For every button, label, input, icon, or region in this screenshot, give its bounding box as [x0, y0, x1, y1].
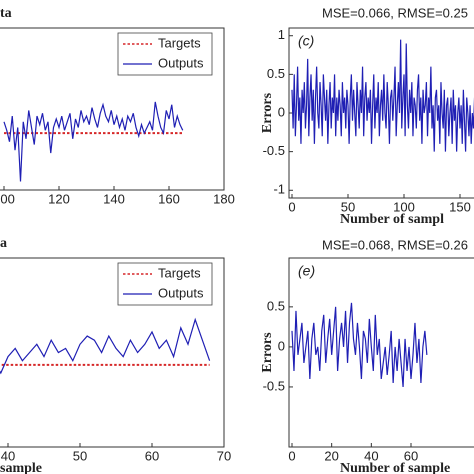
x-tick-label: 100 — [393, 199, 415, 214]
x-axis-label: Number of sampl — [340, 212, 444, 227]
panel: ta 100 120 140 160 180 Targets Outputs — [0, 6, 235, 206]
panel-label: (e) — [298, 263, 315, 279]
x-axis-label: sample — [0, 461, 42, 474]
y-tick-label: 0.5 — [267, 66, 285, 81]
plot-frame — [288, 257, 474, 448]
x-tick-label: 50 — [341, 199, 355, 214]
y-axis-label: Errors — [260, 332, 275, 373]
panel-title: a — [0, 236, 7, 251]
x-tick-label: 40 — [1, 448, 15, 463]
x-tick-label: 100 — [0, 191, 15, 206]
legend-label: Outputs — [158, 55, 204, 70]
panel-title: MSE=0.068, RMSE=0.26 — [322, 237, 468, 252]
x-tick-label: 0 — [288, 199, 295, 214]
y-tick-label: -0.5 — [263, 143, 285, 158]
x-axis-label: Number of sample — [340, 461, 450, 474]
legend-label: Targets — [158, 265, 201, 280]
x-tick-label: 120 — [48, 191, 70, 206]
legend-label: Targets — [158, 35, 201, 50]
x-tick-label: 0 — [288, 448, 295, 463]
x-tick-label: 180 — [213, 191, 235, 206]
data-line — [3, 101, 184, 182]
plot-frame — [0, 257, 225, 448]
legend-box — [117, 262, 213, 306]
x-tick-label: 150 — [449, 199, 471, 214]
plot-frame — [0, 27, 225, 191]
panel-label: (c) — [298, 33, 314, 49]
y-tick-label: 0.5 — [267, 298, 285, 313]
data-line — [291, 302, 428, 387]
legend-label: Outputs — [158, 285, 204, 300]
y-tick-label: 0 — [278, 338, 285, 353]
x-tick-label: 140 — [103, 191, 125, 206]
y-tick-label: -1 — [273, 182, 285, 197]
y-tick-label: 1 — [278, 27, 285, 42]
x-tick-label: 60 — [145, 448, 159, 463]
panel: MSE=0.068, RMSE=0.26 (e) Number of sample E… — [260, 237, 474, 474]
x-tick-label: 160 — [158, 191, 180, 206]
y-axis-label: Errors — [260, 92, 275, 133]
panel-title: ta — [0, 6, 12, 21]
x-tick-label: 70 — [217, 448, 231, 463]
x-tick-label: 60 — [404, 448, 418, 463]
x-tick-label: 40 — [364, 448, 378, 463]
x-tick-label: 50 — [73, 448, 87, 463]
legend-box — [117, 32, 213, 76]
panel-title: MSE=0.066, RMSE=0.25 — [322, 5, 468, 20]
y-tick-label: 0 — [278, 104, 285, 119]
panel: MSE=0.066, RMSE=0.25 (c) Number of sampl Er… — [260, 5, 474, 227]
x-tick-label: 20 — [324, 448, 338, 463]
y-tick-label: -0.5 — [263, 378, 285, 393]
data-line — [0, 317, 211, 375]
data-line — [291, 39, 474, 152]
